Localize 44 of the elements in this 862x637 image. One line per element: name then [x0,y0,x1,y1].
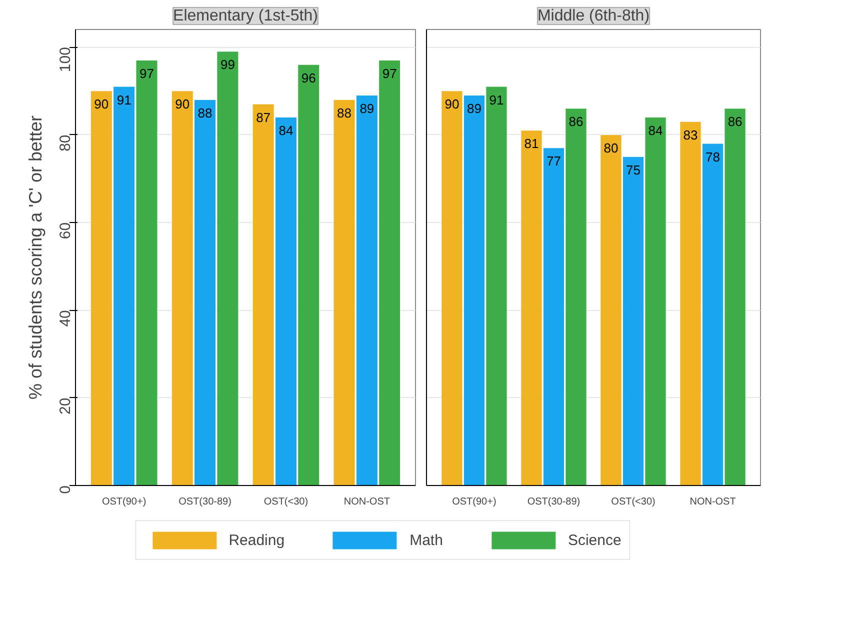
data-label: 84 [278,122,294,138]
data-label: 90 [94,96,109,112]
data-label: 75 [626,162,640,178]
data-label: 78 [706,149,720,164]
data-label: 83 [683,127,698,142]
y-tick-label: 100 [57,47,74,72]
data-label: 77 [546,154,561,169]
chart-title: Elementary (1st-5th) [173,8,318,24]
x-tick-label: OST(90+) [452,496,496,508]
data-label: 88 [337,105,352,120]
legend-label: Science [568,532,622,548]
data-label: 89 [466,101,482,116]
y-tick-label: 40 [57,310,74,327]
x-tick-label: NON-OST [344,496,390,508]
data-label: 96 [301,70,316,86]
y-tick-label: 20 [57,398,74,414]
data-label: 91 [489,92,504,108]
data-label: 87 [256,110,271,125]
data-label: 81 [524,136,539,152]
data-label: 91 [116,92,132,108]
data-label: 89 [360,101,374,116]
data-label: 90 [444,96,460,112]
x-tick-label: OST(30-89) [527,496,580,508]
legend-label: Math [410,532,443,548]
y-tick-label: 0 [57,486,74,494]
x-tick-label: OST(<30) [264,496,308,508]
data-label: 88 [198,105,212,120]
data-label: 86 [728,114,742,130]
data-label: 80 [604,140,618,156]
data-label: 86 [568,114,584,130]
data-label: 90 [175,96,190,112]
legend-label: Reading [228,532,285,548]
x-tick-label: NON-OST [690,496,736,508]
y-tick-label: 80 [57,134,74,152]
y-axis-title: % of students scoring a 'C' or better [26,115,46,400]
data-label: 97 [382,66,397,81]
x-tick-label: OST(90+) [102,496,146,508]
data-label: 84 [648,122,663,138]
data-label: 99 [220,57,235,72]
chart-title: Middle (6th-8th) [537,8,650,24]
x-tick-label: OST(<30) [611,496,656,508]
y-tick-label: 60 [57,222,74,240]
x-tick-label: OST(30-89) [178,496,232,508]
data-label: 97 [140,66,154,81]
